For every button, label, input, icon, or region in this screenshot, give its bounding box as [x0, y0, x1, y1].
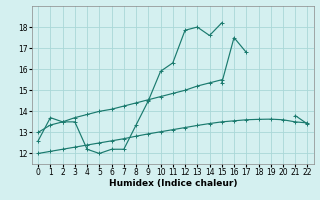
- X-axis label: Humidex (Indice chaleur): Humidex (Indice chaleur): [108, 179, 237, 188]
